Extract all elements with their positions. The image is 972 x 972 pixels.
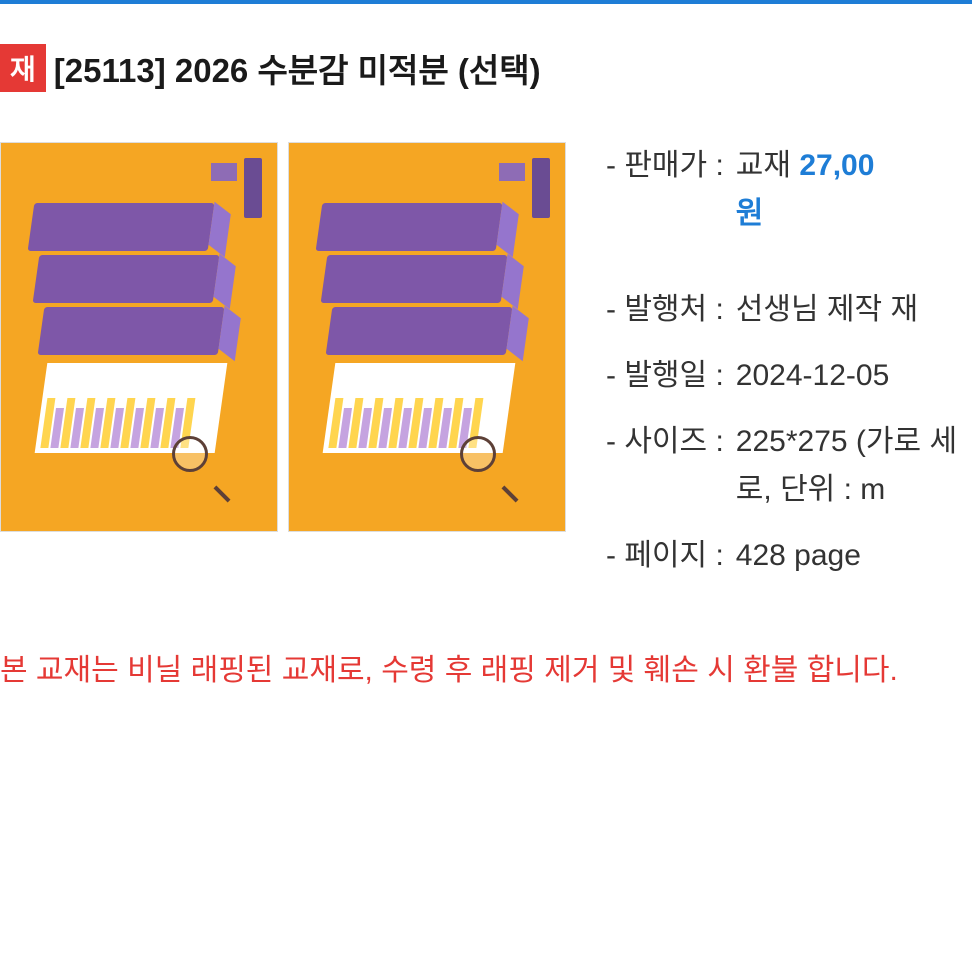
price-value: 27,00 bbox=[799, 149, 874, 182]
magnifier-icon bbox=[172, 436, 222, 486]
size-label: - 사이즈 : bbox=[606, 418, 724, 514]
cover-tag-icon bbox=[499, 163, 525, 181]
product-title: [25113] 2026 수분감 미적분 (선택) bbox=[54, 44, 541, 92]
notice-text: 본 교재는 비닐 래핑된 교재로, 수령 후 래핑 제거 및 훼손 시 환불 합… bbox=[0, 648, 972, 693]
detail-row: - 판매가 : 교재 27,00 원 - 발행처 : 선생님 제작 재 - 발행… bbox=[0, 142, 972, 598]
spine-label-icon bbox=[532, 158, 550, 218]
book-cover-1[interactable] bbox=[0, 142, 278, 532]
price-prefix: 교재 bbox=[736, 149, 791, 182]
size-row: - 사이즈 : 225*275 (가로 세로, 단위 : m bbox=[606, 418, 972, 514]
product-images bbox=[0, 142, 566, 598]
pages-label: - 페이지 : bbox=[606, 532, 724, 580]
magnifier-icon bbox=[460, 436, 510, 486]
publisher-label: - 발행처 : bbox=[606, 286, 724, 334]
title-row: 재 [25113] 2026 수분감 미적분 (선택) bbox=[0, 44, 972, 92]
pages-value: 428 page bbox=[736, 532, 861, 580]
category-badge: 재 bbox=[0, 44, 46, 92]
publisher-value: 선생님 제작 재 bbox=[736, 286, 918, 334]
book-stack-illustration bbox=[31, 203, 221, 393]
spine-label-icon bbox=[244, 158, 262, 218]
book-cover-2[interactable] bbox=[288, 142, 566, 532]
price-label: - 판매가 : bbox=[606, 142, 724, 238]
size-value: 225*275 (가로 세로, 단위 : m bbox=[736, 418, 972, 514]
pubdate-value: 2024-12-05 bbox=[736, 352, 889, 400]
publisher-row: - 발행처 : 선생님 제작 재 bbox=[606, 286, 972, 334]
top-accent-line bbox=[0, 0, 972, 4]
product-content: 재 [25113] 2026 수분감 미적분 (선택) bbox=[0, 44, 972, 693]
product-info: - 판매가 : 교재 27,00 원 - 발행처 : 선생님 제작 재 - 발행… bbox=[606, 142, 972, 598]
book-stack-illustration bbox=[319, 203, 509, 393]
price-suffix: 원 bbox=[736, 197, 764, 230]
pubdate-row: - 발행일 : 2024-12-05 bbox=[606, 352, 972, 400]
pubdate-label: - 발행일 : bbox=[606, 352, 724, 400]
cover-tag-icon bbox=[211, 163, 237, 181]
pages-row: - 페이지 : 428 page bbox=[606, 532, 972, 580]
price-row: - 판매가 : 교재 27,00 원 bbox=[606, 142, 972, 238]
